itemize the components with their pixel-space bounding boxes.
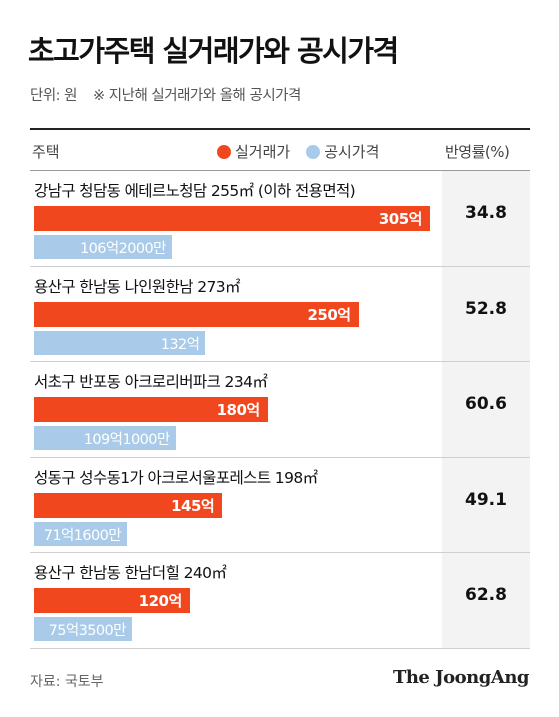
bar-public-label: 132억 bbox=[160, 336, 200, 353]
chart-rows: 강남구 청담동 에테르노청담 255㎡ (이하 전용면적) 305억 106억200… bbox=[30, 171, 530, 649]
bar-actual-price: 120억 bbox=[34, 588, 190, 614]
bar-public-price: 71억1600만 bbox=[34, 521, 127, 546]
chart-title: 초고가주택 실거래가와 공시가격 bbox=[28, 34, 399, 68]
bar-public-label: 106억2000만 bbox=[80, 241, 166, 257]
bar-public-label: 75억3500만 bbox=[48, 623, 127, 640]
bar-public-price: 109억1000만 bbox=[34, 426, 176, 451]
reflection-rate: 52.8 bbox=[465, 298, 507, 319]
data-note: ※ 지난해 실거래가와 올해 공시가격 bbox=[93, 88, 301, 104]
reflection-rate: 60.6 bbox=[465, 394, 507, 415]
bar-actual-price: 145억 bbox=[34, 492, 223, 518]
rate-column-background bbox=[442, 171, 530, 649]
bar-public-price: 132억 bbox=[34, 330, 206, 355]
legend-label-actual: 실거래가 bbox=[235, 143, 291, 161]
legend-dot-actual bbox=[217, 144, 231, 159]
house-name: 강남구 청담동 에테르노청담 255㎡ (이하 전용면적) bbox=[34, 182, 356, 200]
header-bottom-rule bbox=[30, 170, 530, 171]
reflection-rate: 34.8 bbox=[465, 203, 507, 223]
bar-actual-label: 250억 bbox=[307, 305, 351, 324]
column-header-house: 주택 bbox=[32, 143, 60, 161]
house-name: 성동구 성수동1가 아크로서울포레스트 198㎡ bbox=[34, 468, 318, 487]
bar-actual-label: 305억 bbox=[378, 210, 423, 228]
legend-item-public: 공시가격 bbox=[306, 141, 379, 162]
chart-row: 용산구 한남동 한남더힐 240㎡ 120억 75억3500만 62.8 bbox=[30, 553, 530, 649]
chart-row: 강남구 청담동 에테르노청담 255㎡ (이하 전용면적) 305억 106억200… bbox=[30, 171, 530, 267]
source-note: 자료: 국토부 bbox=[30, 674, 104, 690]
bar-public-label: 109억1000만 bbox=[83, 432, 170, 449]
publisher-logo: The JoongAng bbox=[392, 667, 530, 688]
bar-public-price: 75억3500만 bbox=[34, 617, 132, 642]
table-header: 주택 실거래가 공시가격 반영률(%) bbox=[30, 130, 530, 170]
house-name: 용산구 한남동 한남더힐 240㎡ bbox=[34, 564, 227, 583]
bar-actual-label: 120억 bbox=[138, 592, 183, 611]
house-name: 용산구 한남동 나인원한남 273㎡ bbox=[34, 277, 241, 296]
bar-actual-price: 250억 bbox=[34, 301, 359, 327]
house-name: 서초구 반포동 아크로리버파크 234㎡ bbox=[34, 373, 268, 392]
legend: 실거래가 공시가격 bbox=[217, 141, 395, 162]
reflection-rate: 62.8 bbox=[465, 585, 507, 606]
bar-actual-price: 305억 bbox=[34, 206, 430, 231]
bar-actual-price: 180억 bbox=[34, 397, 268, 423]
chart-row: 서초구 반포동 아크로리버파크 234㎡ 180억 109억1000만 60.6 bbox=[30, 362, 530, 458]
legend-label-public: 공시가격 bbox=[324, 143, 380, 161]
chart-subtitle: 단위: 원 ※ 지난해 실거래가와 올해 공시가격 bbox=[30, 84, 301, 105]
bar-actual-label: 145억 bbox=[171, 496, 215, 515]
header-top-rule bbox=[30, 128, 530, 130]
chart-row: 용산구 한남동 나인원한남 273㎡ 250억 132억 52.8 bbox=[30, 267, 530, 363]
unit-note: 단위: 원 bbox=[30, 88, 78, 104]
column-header-rate: 반영률(%) bbox=[445, 143, 510, 161]
bar-public-price: 106억2000만 bbox=[34, 235, 172, 259]
bar-public-label: 71억1600만 bbox=[43, 527, 122, 544]
chart-row: 성동구 성수동1가 아크로서울포레스트 198㎡ 145억 71억1600만 49.1 bbox=[30, 458, 530, 554]
legend-item-actual: 실거래가 bbox=[217, 141, 290, 162]
bar-actual-label: 180억 bbox=[216, 401, 261, 420]
legend-dot-public bbox=[306, 144, 321, 159]
reflection-rate: 49.1 bbox=[465, 489, 507, 510]
